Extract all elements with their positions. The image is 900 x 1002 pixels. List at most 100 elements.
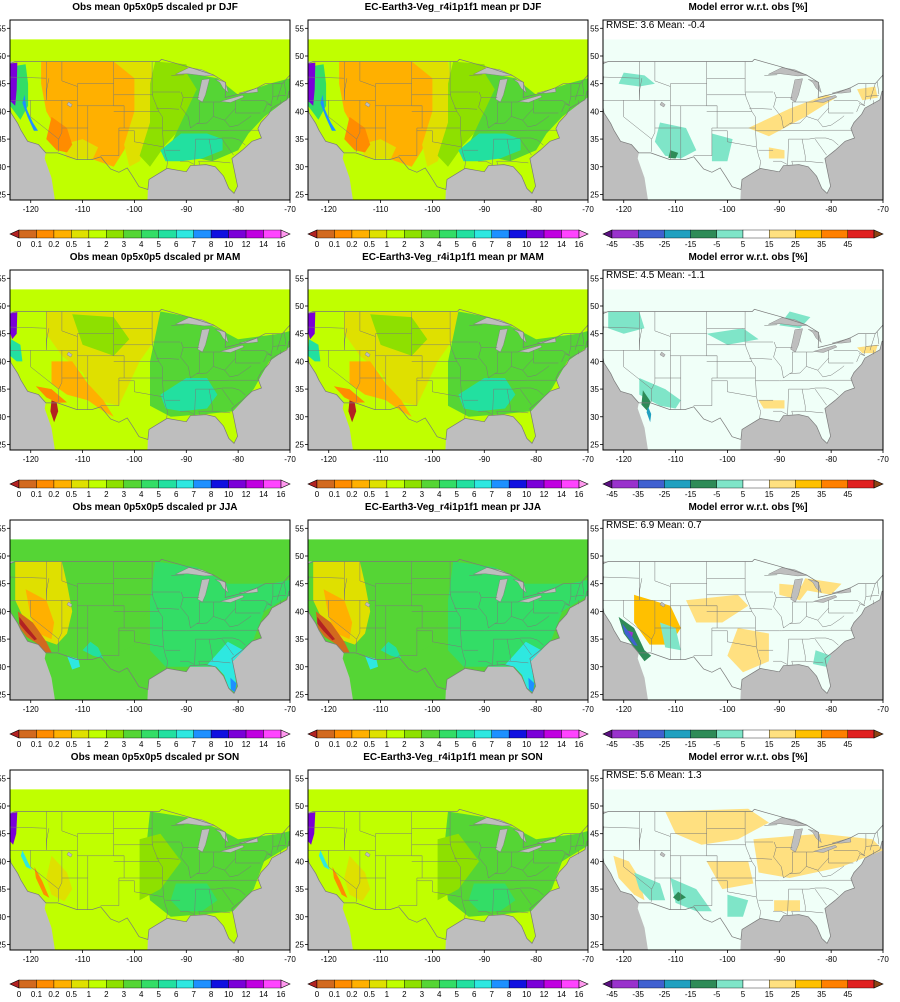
lat-tick-label: 45 — [0, 80, 7, 89]
state-border — [221, 138, 234, 156]
state-border — [783, 852, 793, 879]
precip-region-2 — [35, 386, 67, 403]
state-border — [519, 888, 532, 906]
state-border — [789, 107, 829, 124]
panel-title: Model error w.r.t. obs [%] — [688, 752, 808, 763]
colorbar-label: -15 — [685, 490, 697, 499]
colorbar-label: 4 — [437, 740, 442, 749]
colorbar-label: 4 — [437, 990, 442, 999]
colorbar-label: -5 — [713, 240, 721, 249]
lon-tick-label: -100 — [719, 705, 736, 714]
colorbar-label: 10 — [522, 240, 531, 249]
colorbar-over-triangle — [873, 229, 884, 239]
lon-tick-label: -110 — [75, 455, 91, 464]
colorbar-bin — [690, 729, 717, 739]
state-border — [639, 828, 643, 851]
state-border — [46, 328, 50, 351]
colorbar-label: 0.1 — [31, 740, 43, 749]
precip-region-0 — [339, 811, 448, 906]
lon-tick-label: -120 — [321, 455, 338, 464]
mexico-land — [342, 402, 446, 450]
state-border — [224, 615, 252, 628]
colorbar-label: 15 — [765, 490, 774, 499]
colorbar-bin — [88, 729, 107, 739]
state-border — [492, 139, 494, 165]
state-border — [359, 561, 376, 587]
state-border — [224, 365, 252, 378]
lake-3 — [813, 345, 838, 353]
colorbar-over-triangle — [280, 229, 291, 239]
lat-tick-label: 30 — [295, 163, 304, 172]
map-panel-mam-model: EC-Earth3-Veg_r4i1p1f1 mean pr MAM -120 -1… — [295, 250, 598, 500]
colorbar-bin — [847, 479, 875, 489]
panel-title: EC-Earth3-Veg_r4i1p1f1 mean pr DJF — [364, 2, 542, 13]
state-border — [162, 377, 168, 419]
colorbar-bin — [193, 479, 212, 489]
precip-region-3 — [139, 61, 197, 167]
colorbar-under-triangle — [602, 229, 613, 239]
state-border — [194, 639, 196, 665]
colorbar-label: 0.2 — [48, 990, 60, 999]
state-border — [522, 865, 550, 878]
colorbar-label: 0.2 — [48, 240, 60, 249]
colorbar-label: 10 — [522, 740, 531, 749]
lon-tick-label: -120 — [23, 705, 40, 714]
panel-title: Obs mean 0p5x0p5 dscaled pr MAM — [69, 252, 241, 263]
lon-tick-label: -120 — [616, 705, 633, 714]
colorbar-label: 6 — [472, 240, 477, 249]
lake-5 — [66, 851, 73, 858]
colorbar-bin — [158, 229, 177, 239]
lon-tick-label: -90 — [181, 955, 193, 964]
state-border — [180, 91, 191, 129]
colorbar: 0 0.1 0.2 0.5 1 2 3 4 5 6 7 8 10 12 14 16 — [9, 479, 291, 499]
state-border — [561, 604, 565, 612]
colorbar-bin — [821, 729, 849, 739]
lon-tick-label: -100 — [126, 955, 143, 964]
state-border — [764, 824, 778, 826]
state-border — [151, 311, 160, 362]
colorbar-bin — [88, 479, 107, 489]
state-border — [603, 826, 640, 829]
map-plot: -120 -110 -100 -90 -80 -70 25 30 35 40 45 50 55 — [295, 519, 594, 714]
state-border — [156, 107, 180, 110]
lon-tick-label: -120 — [23, 205, 40, 214]
colorbar-label: 14 — [557, 490, 566, 499]
lat-tick-label: 30 — [295, 413, 304, 422]
state-border — [773, 910, 788, 915]
precip-region-0 — [344, 311, 459, 406]
map-plot: -120 -110 -100 -90 -80 -70 25 30 35 40 45 50 55 — [0, 519, 296, 714]
lat-tick-label: 25 — [295, 940, 304, 949]
state-border — [118, 880, 164, 898]
colorbar-label: 5 — [455, 240, 460, 249]
colorbar-label: 0 — [315, 490, 320, 499]
colorbar-bin — [611, 979, 639, 989]
lake-3 — [518, 595, 543, 603]
state-border — [749, 857, 773, 860]
panel-title: EC-Earth3-Veg_r4i1p1f1 mean pr SON — [363, 752, 543, 763]
lat-tick-label: 50 — [295, 52, 304, 61]
colorbar-label: 4 — [139, 990, 144, 999]
colorbar-label: 4 — [437, 240, 442, 249]
rmse-mean-stats: RMSE: 4.5 Mean: -1.1 — [606, 270, 705, 281]
colorbar-label: 0.1 — [31, 490, 43, 499]
state-border — [492, 889, 494, 915]
lat-tick-label: 50 — [295, 302, 304, 311]
state-border — [416, 380, 462, 398]
precip-region-3 — [528, 677, 535, 693]
colorbar-bin — [245, 479, 264, 489]
colorbar-label: 0.2 — [346, 740, 358, 749]
state-border — [171, 574, 185, 576]
colorbar-under-triangle — [307, 729, 318, 739]
colorbar-bin — [351, 479, 370, 489]
state-border — [46, 828, 50, 851]
state-border — [751, 861, 756, 878]
colorbar-label: -45 — [606, 740, 618, 749]
precip-region-1 — [46, 855, 73, 902]
colorbar-bin — [638, 229, 665, 239]
lat-tick-label: 55 — [590, 274, 599, 283]
lat-tick-label: 55 — [295, 24, 304, 33]
colorbar-label: 3 — [420, 740, 425, 749]
state-border — [869, 83, 876, 101]
colorbar-bin — [71, 979, 90, 989]
lat-tick-label: 40 — [295, 857, 304, 866]
